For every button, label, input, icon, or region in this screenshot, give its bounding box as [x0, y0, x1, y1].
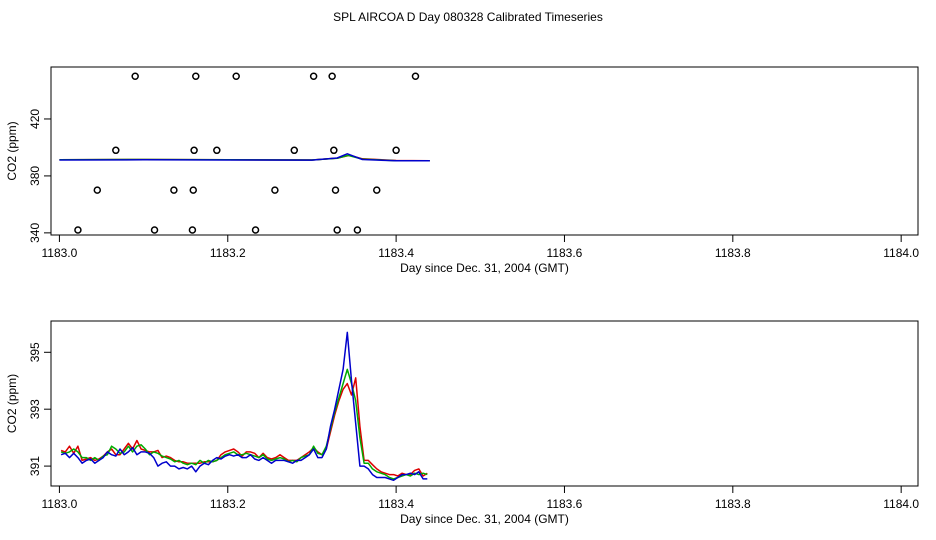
data-point — [213, 146, 221, 155]
series-line-blue — [59, 153, 430, 162]
data-point — [74, 226, 82, 234]
data-point — [331, 186, 340, 194]
x-tick-label: 1183.8 — [715, 246, 751, 260]
series-line-red — [60, 377, 428, 477]
data-point — [411, 72, 420, 81]
data-point — [112, 146, 120, 155]
y-tick-label: 391 — [28, 456, 42, 476]
data-point — [192, 72, 200, 81]
data-point — [232, 72, 240, 81]
y-tick-label: 340 — [28, 223, 42, 243]
data-point — [373, 186, 381, 194]
bottom-panel-timeseries: 1183.0 1183.2 1183.4 1183.6 1183.8 1184.0 391 3… — [5, 320, 919, 526]
x-tick-label: 1184.0 — [883, 497, 919, 511]
x-tick-label: 1183.6 — [547, 497, 583, 511]
y-axis-label: CO2 (ppm) — [5, 374, 19, 433]
top-panel-scatter: 1183.0 1183.2 1183.4 1183.6 1183.8 1184.0 340 3… — [5, 66, 919, 275]
data-point — [290, 146, 299, 155]
data-point — [251, 226, 260, 234]
series-line-green — [60, 368, 428, 480]
x-tick-label: 1183.2 — [210, 246, 246, 260]
data-point — [188, 226, 197, 234]
data-point — [353, 226, 362, 234]
data-point — [150, 226, 159, 234]
plot-frame — [50, 320, 919, 487]
y-tick-label: 420 — [28, 109, 42, 129]
x-tick-label: 1183.2 — [210, 497, 246, 511]
data-point — [170, 186, 178, 194]
data-point — [190, 146, 198, 155]
x-tick-label: 1184.0 — [883, 246, 919, 260]
x-tick-label: 1183.0 — [42, 246, 78, 260]
x-tick-label: 1183.0 — [42, 497, 78, 511]
data-point — [131, 72, 139, 81]
figure-title: SPL AIRCOA D Day 080328 Calibrated Times… — [333, 10, 603, 24]
series-line-blue — [60, 331, 428, 482]
x-tick-label: 1183.8 — [715, 497, 751, 511]
x-axis-label: Day since Dec. 31, 2004 (GMT) — [400, 512, 569, 526]
data-point — [392, 146, 400, 155]
data-point — [93, 186, 102, 194]
data-point — [328, 72, 336, 81]
y-tick-label: 393 — [28, 399, 42, 419]
y-axis-label: CO2 (ppm) — [5, 121, 19, 180]
y-tick-label: 380 — [28, 166, 42, 186]
data-point — [330, 146, 338, 155]
x-tick-label: 1183.4 — [378, 497, 414, 511]
x-tick-label: 1183.6 — [547, 246, 583, 260]
plot-frame — [50, 66, 919, 236]
data-point — [309, 72, 318, 81]
x-axis-label: Day since Dec. 31, 2004 (GMT) — [400, 261, 569, 275]
data-point — [333, 226, 341, 234]
data-point — [271, 186, 279, 194]
x-tick-label: 1183.4 — [378, 246, 414, 260]
y-tick-label: 395 — [28, 342, 42, 362]
data-point — [189, 186, 198, 194]
